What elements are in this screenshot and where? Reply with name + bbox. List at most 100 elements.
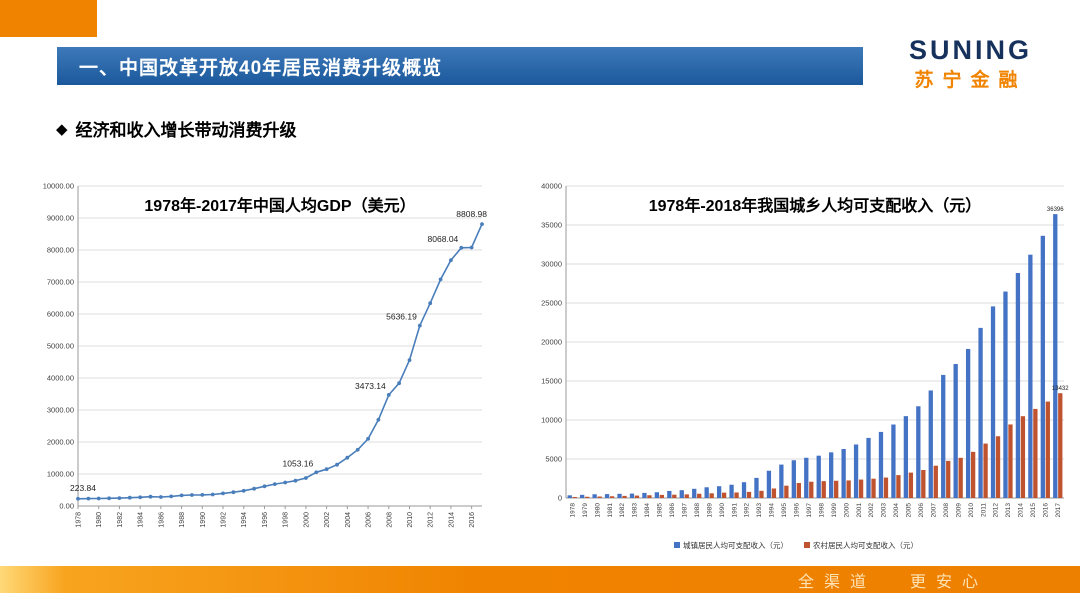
svg-text:1980: 1980 bbox=[96, 512, 103, 528]
svg-text:1992: 1992 bbox=[221, 512, 228, 528]
svg-text:0.00: 0.00 bbox=[59, 502, 74, 511]
svg-text:25000: 25000 bbox=[541, 299, 562, 308]
svg-text:5636.19: 5636.19 bbox=[386, 312, 417, 322]
svg-text:40000: 40000 bbox=[541, 182, 562, 191]
diamond-bullet-icon: ◆ bbox=[56, 120, 68, 138]
svg-text:1997: 1997 bbox=[806, 503, 813, 518]
svg-text:2008: 2008 bbox=[943, 503, 950, 518]
svg-text:223.84: 223.84 bbox=[70, 483, 96, 493]
svg-text:2015: 2015 bbox=[1030, 503, 1037, 518]
svg-text:1993: 1993 bbox=[756, 503, 763, 518]
svg-text:2004: 2004 bbox=[345, 512, 352, 528]
svg-text:1979: 1979 bbox=[582, 503, 589, 518]
svg-text:1989: 1989 bbox=[706, 503, 713, 518]
svg-text:1986: 1986 bbox=[669, 503, 676, 518]
svg-text:1982: 1982 bbox=[117, 512, 124, 528]
svg-text:2013: 2013 bbox=[1005, 503, 1012, 518]
svg-text:2000: 2000 bbox=[303, 512, 310, 528]
svg-text:6000.00: 6000.00 bbox=[47, 310, 74, 319]
svg-text:1990: 1990 bbox=[719, 503, 726, 518]
svg-text:1994: 1994 bbox=[241, 512, 248, 528]
svg-text:1988: 1988 bbox=[694, 503, 701, 518]
footer-bar: 全渠道 更安心 bbox=[0, 566, 1080, 593]
svg-text:10000: 10000 bbox=[541, 416, 562, 425]
svg-text:1984: 1984 bbox=[138, 512, 145, 528]
svg-text:2014: 2014 bbox=[1018, 503, 1025, 518]
section-banner: 一、中国改革开放40年居民消费升级概览 bbox=[57, 47, 863, 85]
svg-text:1980: 1980 bbox=[594, 503, 601, 518]
svg-text:15000: 15000 bbox=[541, 377, 562, 386]
svg-text:1999: 1999 bbox=[831, 503, 838, 518]
svg-text:1985: 1985 bbox=[657, 503, 664, 518]
svg-text:1988: 1988 bbox=[179, 512, 186, 528]
svg-text:2006: 2006 bbox=[366, 512, 373, 528]
suning-wordmark: SUNING bbox=[908, 35, 1032, 65]
svg-text:2005: 2005 bbox=[906, 503, 913, 518]
svg-text:2001: 2001 bbox=[856, 503, 863, 518]
svg-text:2016: 2016 bbox=[469, 512, 476, 528]
svg-text:20000: 20000 bbox=[541, 338, 562, 347]
svg-text:1986: 1986 bbox=[158, 512, 165, 528]
svg-text:2012: 2012 bbox=[428, 512, 435, 528]
svg-text:8808.98: 8808.98 bbox=[456, 209, 487, 219]
svg-text:2008: 2008 bbox=[386, 512, 393, 528]
svg-text:1991: 1991 bbox=[731, 503, 738, 518]
svg-text:3473.14: 3473.14 bbox=[355, 381, 386, 391]
svg-text:8000.00: 8000.00 bbox=[47, 246, 74, 255]
income-bar-chart-svg: 0 5000 10000 15000 20000 25000 30000 35000 40000… bbox=[541, 182, 1069, 551]
svg-text:1981: 1981 bbox=[607, 503, 614, 518]
svg-text:1996: 1996 bbox=[262, 512, 269, 528]
svg-text:1998: 1998 bbox=[818, 503, 825, 518]
svg-text:2003: 2003 bbox=[881, 503, 888, 518]
svg-text:2017: 2017 bbox=[1055, 503, 1062, 518]
svg-text:2009: 2009 bbox=[955, 503, 962, 518]
income-bar-chart: 0 5000 10000 15000 20000 25000 30000 35000 40000… bbox=[520, 168, 1074, 560]
svg-text:1984: 1984 bbox=[644, 503, 651, 518]
svg-text:2016: 2016 bbox=[1043, 503, 1050, 518]
svg-text:1998: 1998 bbox=[283, 512, 290, 528]
suning-logo: SUNING 苏宁金融 bbox=[909, 36, 1032, 92]
svg-text:5000.00: 5000.00 bbox=[47, 342, 74, 351]
svg-text:2007: 2007 bbox=[930, 503, 937, 518]
svg-text:3000.00: 3000.00 bbox=[47, 406, 74, 415]
corner-accent-bar bbox=[0, 0, 97, 37]
svg-text:2002: 2002 bbox=[868, 503, 875, 518]
svg-text:1978: 1978 bbox=[569, 503, 576, 518]
svg-text:1987: 1987 bbox=[681, 503, 688, 518]
svg-text:30000: 30000 bbox=[541, 260, 562, 269]
svg-text:9000.00: 9000.00 bbox=[47, 214, 74, 223]
svg-text:1978: 1978 bbox=[76, 512, 83, 528]
svg-text:2010: 2010 bbox=[407, 512, 414, 528]
svg-text:城镇居民人均可支配收入（元）: 城镇居民人均可支配收入（元） bbox=[683, 540, 788, 550]
charts-row: 0.00 1000.00 2000.00 3000.00 4000.00 5000.00 6… bbox=[28, 168, 1070, 566]
svg-text:8068.04: 8068.04 bbox=[428, 234, 459, 244]
svg-text:4000.00: 4000.00 bbox=[47, 374, 74, 383]
svg-text:2006: 2006 bbox=[918, 503, 925, 518]
svg-text:0: 0 bbox=[558, 494, 562, 503]
svg-text:1983: 1983 bbox=[632, 503, 639, 518]
svg-text:1995: 1995 bbox=[781, 503, 788, 518]
svg-text:2014: 2014 bbox=[448, 512, 455, 528]
svg-text:36396: 36396 bbox=[1047, 207, 1064, 213]
svg-text:1982: 1982 bbox=[619, 503, 626, 518]
gdp-line-chart-svg: 0.00 1000.00 2000.00 3000.00 4000.00 5000.00 6… bbox=[43, 182, 488, 528]
svg-text:农村居民人均可支配收入（元）: 农村居民人均可支配收入（元） bbox=[813, 540, 918, 550]
svg-text:2004: 2004 bbox=[893, 503, 900, 518]
svg-text:2012: 2012 bbox=[993, 503, 1000, 518]
svg-text:13432: 13432 bbox=[1052, 386, 1069, 392]
svg-text:1053.16: 1053.16 bbox=[283, 458, 314, 468]
svg-text:35000: 35000 bbox=[541, 221, 562, 230]
svg-text:10000.00: 10000.00 bbox=[43, 182, 74, 191]
svg-text:2000.00: 2000.00 bbox=[47, 438, 74, 447]
svg-text:2000: 2000 bbox=[843, 503, 850, 518]
svg-text:1994: 1994 bbox=[769, 503, 776, 518]
svg-text:1992: 1992 bbox=[744, 503, 751, 518]
gdp-line-chart: 0.00 1000.00 2000.00 3000.00 4000.00 5000.00 6… bbox=[28, 168, 498, 560]
svg-text:2002: 2002 bbox=[324, 512, 331, 528]
footer-slogan-right: 更安心 bbox=[909, 573, 988, 591]
svg-text:7000.00: 7000.00 bbox=[47, 278, 74, 287]
svg-text:1000.00: 1000.00 bbox=[47, 470, 74, 479]
svg-text:2010: 2010 bbox=[968, 503, 975, 518]
banner-title: 一、中国改革开放40年居民消费升级概览 bbox=[79, 57, 443, 79]
